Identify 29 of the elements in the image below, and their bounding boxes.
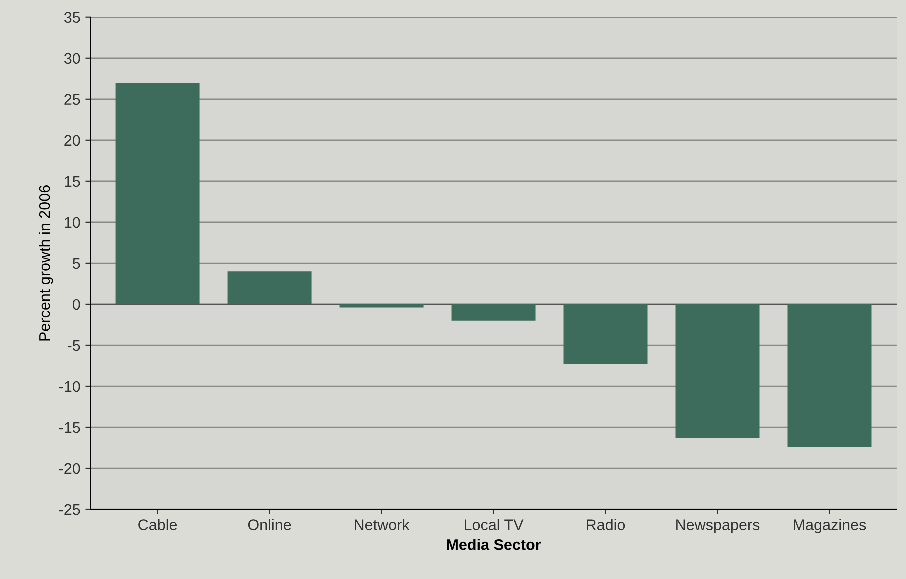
bar [676,304,760,438]
bar [228,272,312,304]
y-tick-label: -15 [59,422,80,434]
y-tick-label: 0 [72,299,80,310]
x-tick-label: Radio [587,519,626,530]
y-tick-label: 30 [64,53,80,64]
x-tick-label: Network [355,519,410,530]
y-tick-label: 25 [64,94,80,106]
y-tick-label: 10 [65,217,80,228]
x-tick-label: Online [248,519,292,530]
bar [564,304,648,364]
y-tick-label: -25 [59,504,80,516]
bar [340,304,424,308]
x-tick-label: Newspapers [676,520,760,534]
y-tick-label: 20 [64,135,80,146]
y-tick-label: 35 [64,12,80,24]
x-tick-label: Local TV [465,519,524,530]
x-axis-title: Media Sector [447,539,542,550]
y-tick-label: -5 [68,340,80,352]
y-axis-title: Percent growth in 2006 [39,186,54,341]
y-tick-label: 15 [65,176,80,188]
bar [116,82,200,304]
y-tick-label: -10 [59,381,80,392]
y-tick-label: -20 [59,463,80,474]
bar [788,304,872,448]
bar [452,304,536,321]
y-tick-label: 5 [72,258,80,270]
x-tick-label: Magazines [794,519,866,534]
x-tick-label: Cable [138,519,178,530]
